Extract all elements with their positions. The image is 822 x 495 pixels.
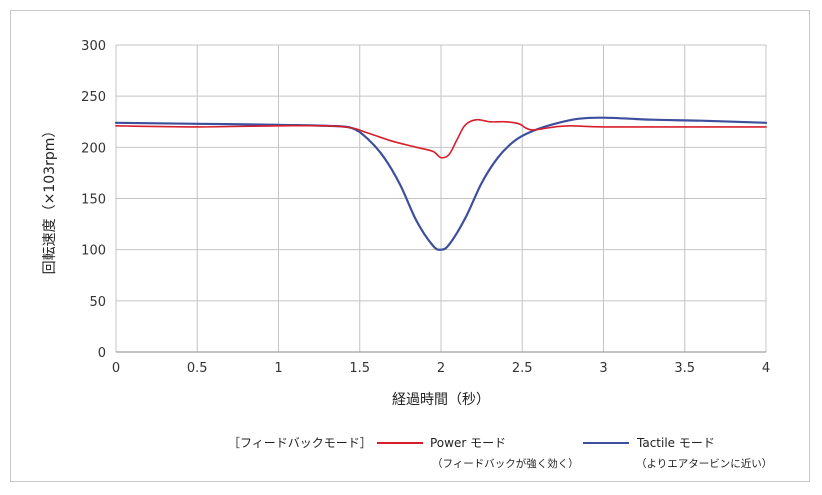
- x-tick-label: 4: [762, 361, 770, 376]
- x-tick-label: 3: [599, 361, 607, 376]
- y-tick-label: 100: [81, 244, 106, 259]
- legend-note-tactile: （よりエアタービンに近い）: [636, 457, 772, 470]
- x-tick-label: 1.5: [349, 361, 370, 376]
- x-tick-label: 1: [274, 361, 282, 376]
- x-tick-label: 0.5: [187, 361, 208, 376]
- legend-title: ［フィードバックモード］: [228, 436, 372, 450]
- x-tick-label: 3.5: [674, 361, 695, 376]
- y-tick-label: 50: [89, 295, 106, 310]
- series-line-power: [115, 118, 767, 159]
- chart-frame: [10, 10, 810, 482]
- x-tick-label: 2.5: [512, 361, 533, 376]
- x-tick-label: 0: [112, 361, 120, 376]
- y-axis-label: 回転速度（×103rpm）: [42, 124, 58, 275]
- x-axis-label: 経過時間（秒）: [392, 392, 490, 408]
- legend-label-power: Power モード: [430, 436, 506, 450]
- y-tick-label: 200: [81, 141, 106, 156]
- legend: ［フィードバックモード］ Power モード （フィードバックが強く効く） Ta…: [228, 436, 772, 470]
- tick-labels: 0 0.5 1 1.5 2 2.5 3 3.5 4 0 50 100 150 200 250 300: [81, 39, 770, 376]
- series-lines: [114, 116, 768, 251]
- grid-lines: [115, 44, 767, 353]
- y-tick-label: 0: [98, 346, 106, 361]
- y-tick-label: 150: [81, 193, 106, 208]
- y-tick-label: 250: [81, 90, 106, 105]
- y-tick-label: 300: [81, 39, 106, 54]
- x-tick-label: 2: [437, 361, 445, 376]
- legend-label-tactile: Tactile モード: [636, 436, 715, 450]
- legend-note-power: （フィードバックが強く効く）: [432, 457, 579, 470]
